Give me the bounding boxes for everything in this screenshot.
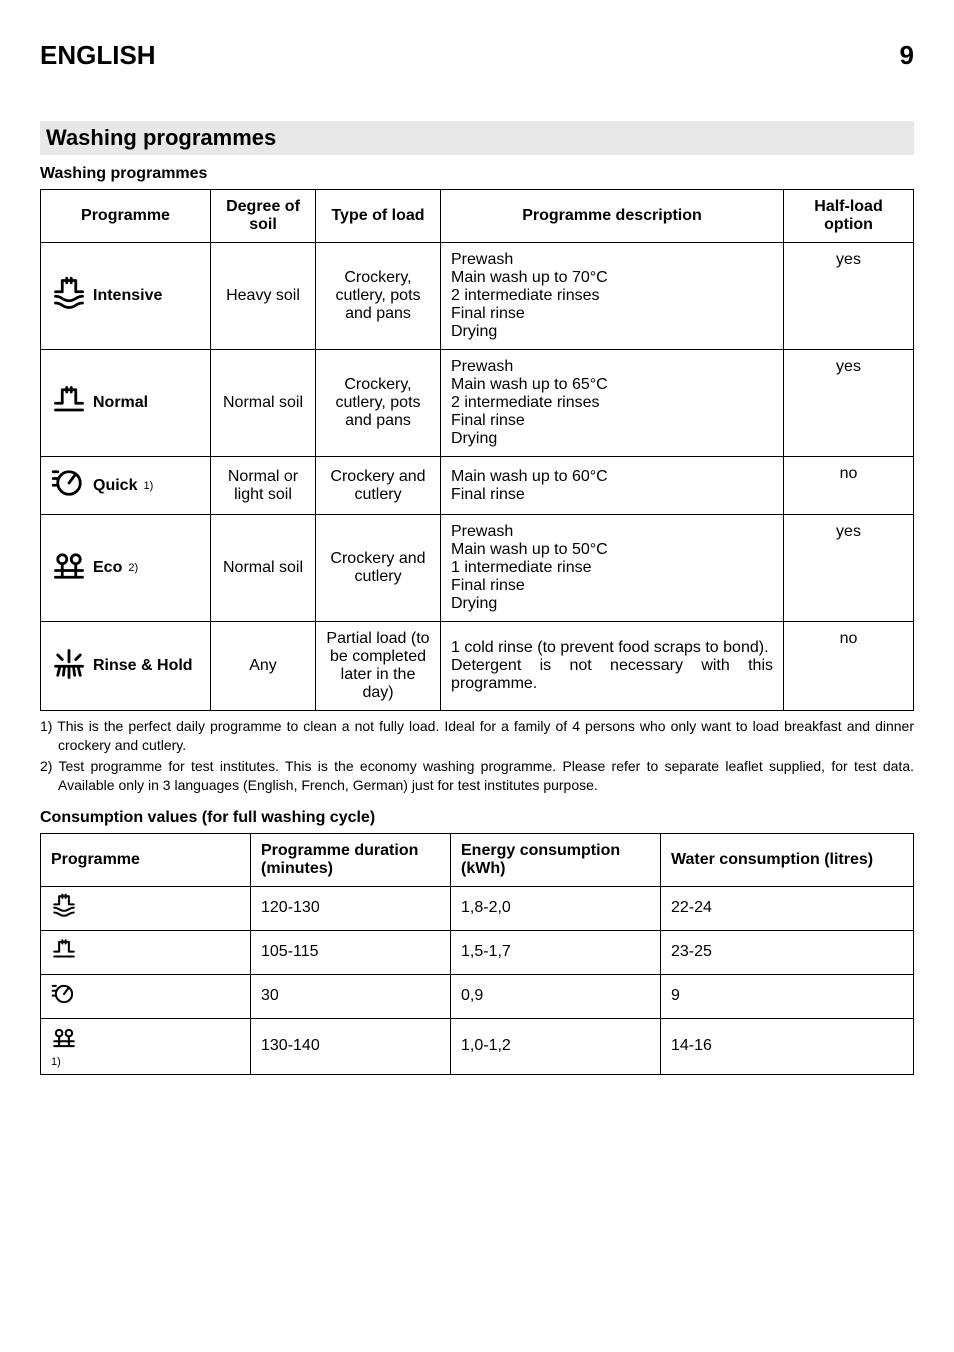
- intensive-icon: [51, 276, 87, 317]
- description-cell: PrewashMain wash up to 65°C2 intermediat…: [441, 350, 784, 457]
- c-programme-cell: [41, 974, 251, 1018]
- c-energy: 1,8-2,0: [451, 886, 661, 930]
- c-programme-cell: [41, 930, 251, 974]
- programme-cell: Normal: [41, 350, 211, 457]
- c-water: 22-24: [661, 886, 914, 930]
- section-title: Washing programmes: [40, 121, 914, 155]
- programme-name: Normal: [93, 394, 148, 412]
- consumption-heading: Consumption values (for full washing cyc…: [40, 809, 914, 827]
- degree-cell: Normal soil: [211, 515, 316, 622]
- programme-name: Quick: [93, 477, 137, 495]
- c-duration: 105-115: [251, 930, 451, 974]
- programme-cell: Rinse & Hold: [41, 622, 211, 711]
- programme-name: Eco: [93, 559, 122, 577]
- half-load-cell: yes: [784, 350, 914, 457]
- c-duration: 120-130: [251, 886, 451, 930]
- programme-note: 1): [143, 480, 153, 492]
- c-col-energy: Energy consumption (kWh): [451, 833, 661, 886]
- col-half: Half-load option: [784, 190, 914, 243]
- half-load-cell: no: [784, 622, 914, 711]
- page-header: ENGLISH 9: [40, 40, 914, 71]
- degree-cell: Normal soil: [211, 350, 316, 457]
- col-type: Type of load: [316, 190, 441, 243]
- rinse-icon: [51, 646, 87, 687]
- c-duration: 30: [251, 974, 451, 1018]
- c-col-duration: Programme duration (minutes): [251, 833, 451, 886]
- c-programme-cell: [41, 886, 251, 930]
- description-cell: Main wash up to 60°CFinal rinse: [441, 457, 784, 515]
- c-note: 1): [51, 1056, 240, 1068]
- intensive-icon: [51, 893, 77, 924]
- c-energy: 1,0-1,2: [451, 1018, 661, 1074]
- c-water: 14-16: [661, 1018, 914, 1074]
- quick-icon: [51, 981, 77, 1012]
- programme-cell: Eco 2): [41, 515, 211, 622]
- c-col-water: Water consumption (litres): [661, 833, 914, 886]
- type-load-cell: Crockery and cutlery: [316, 457, 441, 515]
- half-load-cell: yes: [784, 243, 914, 350]
- normal-icon: [51, 383, 87, 424]
- description-cell: PrewashMain wash up to 70°C2 intermediat…: [441, 243, 784, 350]
- type-load-cell: Crockery and cutlery: [316, 515, 441, 622]
- programme-cell: Intensive: [41, 243, 211, 350]
- degree-cell: Normal or light soil: [211, 457, 316, 515]
- programme-note: 2): [128, 562, 138, 574]
- type-load-cell: Crockery, cutlery, pots and pans: [316, 243, 441, 350]
- programme-cell: Quick 1): [41, 457, 211, 515]
- language-label: ENGLISH: [40, 40, 156, 71]
- c-col-programme: Programme: [41, 833, 251, 886]
- quick-icon: [51, 465, 87, 506]
- col-programme: Programme: [41, 190, 211, 243]
- c-energy: 1,5-1,7: [451, 930, 661, 974]
- programme-name: Rinse & Hold: [93, 657, 193, 675]
- eco-icon: [51, 548, 87, 589]
- c-water: 9: [661, 974, 914, 1018]
- footnote-1: 1) This is the perfect daily programme t…: [40, 717, 914, 755]
- col-desc: Programme description: [441, 190, 784, 243]
- programmes-table: Programme Degree of soil Type of load Pr…: [40, 189, 914, 711]
- degree-cell: Heavy soil: [211, 243, 316, 350]
- c-water: 23-25: [661, 930, 914, 974]
- page-number: 9: [900, 40, 914, 71]
- type-load-cell: Crockery, cutlery, pots and pans: [316, 350, 441, 457]
- footnotes: 1) This is the perfect daily programme t…: [40, 717, 914, 795]
- c-duration: 130-140: [251, 1018, 451, 1074]
- programme-name: Intensive: [93, 287, 162, 305]
- consumption-table: Programme Programme duration (minutes) E…: [40, 833, 914, 1075]
- description-cell: PrewashMain wash up to 50°C1 intermediat…: [441, 515, 784, 622]
- degree-cell: Any: [211, 622, 316, 711]
- eco-icon: [51, 1025, 77, 1056]
- section-subheading: Washing programmes: [40, 165, 914, 183]
- description-cell: 1 cold rinse (to prevent food scraps to …: [441, 622, 784, 711]
- normal-icon: [51, 937, 77, 968]
- half-load-cell: yes: [784, 515, 914, 622]
- col-degree: Degree of soil: [211, 190, 316, 243]
- footnote-2: 2) Test programme for test institutes. T…: [40, 757, 914, 795]
- half-load-cell: no: [784, 457, 914, 515]
- c-programme-cell: 1): [41, 1018, 251, 1074]
- type-load-cell: Partial load (to be completed later in t…: [316, 622, 441, 711]
- c-energy: 0,9: [451, 974, 661, 1018]
